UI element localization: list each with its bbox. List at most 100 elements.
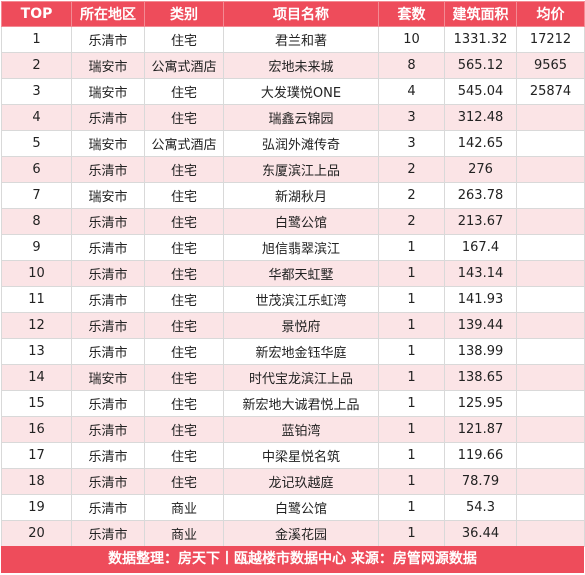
sales-ranking-table: TOP 所在地区 类别 项目名称 套数 建筑面积 均价 1 乐清市 住宅 君兰和著 10…	[1, 1, 585, 547]
table-row: 3 瑞安市 住宅 大发璞悦ONE 4 545.04 25874	[1, 78, 585, 105]
cell-price	[516, 286, 585, 313]
cell-category: 住宅	[144, 312, 224, 339]
header-region: 所在地区	[71, 1, 145, 27]
cell-region: 瑞安市	[71, 52, 145, 79]
cell-area: 119.66	[444, 442, 517, 469]
cell-project: 东厦滨江上品	[223, 156, 379, 183]
cell-category: 公寓式酒店	[144, 130, 224, 157]
cell-rank: 20	[1, 520, 72, 547]
cell-price	[516, 364, 585, 391]
cell-area: 213.67	[444, 208, 517, 235]
cell-category: 住宅	[144, 442, 224, 469]
header-price: 均价	[516, 1, 585, 27]
cell-project: 大发璞悦ONE	[223, 78, 379, 105]
cell-project: 白鹭公馆	[223, 494, 379, 521]
cell-region: 乐清市	[71, 312, 145, 339]
cell-price	[516, 182, 585, 209]
cell-region: 乐清市	[71, 520, 145, 547]
cell-units: 8	[378, 52, 445, 79]
table-row: 20 乐清市 商业 金溪花园 1 36.44	[1, 520, 585, 547]
table-row: 2 瑞安市 公寓式酒店 宏地未来城 8 565.12 9565	[1, 52, 585, 79]
cell-rank: 11	[1, 286, 72, 313]
table-row: 8 乐清市 住宅 白鹭公馆 2 213.67	[1, 208, 585, 235]
cell-area: 121.87	[444, 416, 517, 443]
table-row: 16 乐清市 住宅 蓝铂湾 1 121.87	[1, 416, 585, 443]
header-project: 项目名称	[223, 1, 379, 27]
cell-price: 9565	[516, 52, 585, 79]
cell-rank: 19	[1, 494, 72, 521]
cell-units: 1	[378, 260, 445, 287]
table-row: 1 乐清市 住宅 君兰和著 10 1331.32 17212	[1, 26, 585, 53]
table-row: 13 乐清市 住宅 新宏地金钰华庭 1 138.99	[1, 338, 585, 365]
cell-units: 1	[378, 468, 445, 495]
header-rank: TOP	[1, 1, 72, 27]
cell-project: 蓝铂湾	[223, 416, 379, 443]
cell-rank: 3	[1, 78, 72, 105]
table-row: 19 乐清市 商业 白鹭公馆 1 54.3	[1, 494, 585, 521]
cell-rank: 12	[1, 312, 72, 339]
cell-price	[516, 520, 585, 547]
cell-category: 住宅	[144, 78, 224, 105]
cell-region: 乐清市	[71, 156, 145, 183]
cell-project: 时代宝龙滨江上品	[223, 364, 379, 391]
cell-area: 312.48	[444, 104, 517, 131]
cell-category: 住宅	[144, 104, 224, 131]
cell-area: 276	[444, 156, 517, 183]
cell-area: 1331.32	[444, 26, 517, 53]
cell-region: 瑞安市	[71, 182, 145, 209]
cell-project: 新宏地大诚君悦上品	[223, 390, 379, 417]
cell-project: 新宏地金钰华庭	[223, 338, 379, 365]
cell-rank: 4	[1, 104, 72, 131]
cell-category: 住宅	[144, 156, 224, 183]
cell-category: 住宅	[144, 182, 224, 209]
cell-units: 3	[378, 104, 445, 131]
footer-source-note: 数据整理：房天下丨瓯越楼市数据中心 来源：房管网源数据	[1, 546, 584, 573]
cell-region: 瑞安市	[71, 78, 145, 105]
cell-price	[516, 156, 585, 183]
table-row: 6 乐清市 住宅 东厦滨江上品 2 276	[1, 156, 585, 183]
cell-units: 1	[378, 520, 445, 547]
cell-price: 25874	[516, 78, 585, 105]
cell-project: 新湖秋月	[223, 182, 379, 209]
cell-region: 乐清市	[71, 338, 145, 365]
cell-rank: 13	[1, 338, 72, 365]
cell-area: 78.79	[444, 468, 517, 495]
cell-category: 住宅	[144, 364, 224, 391]
cell-region: 乐清市	[71, 494, 145, 521]
cell-price	[516, 208, 585, 235]
cell-price: 17212	[516, 26, 585, 53]
cell-rank: 16	[1, 416, 72, 443]
cell-area: 142.65	[444, 130, 517, 157]
table-row: 10 乐清市 住宅 华都天虹墅 1 143.14	[1, 260, 585, 287]
cell-project: 宏地未来城	[223, 52, 379, 79]
table-row: 17 乐清市 住宅 中梁星悦名筑 1 119.66	[1, 442, 585, 469]
table-row: 14 瑞安市 住宅 时代宝龙滨江上品 1 138.65	[1, 364, 585, 391]
cell-area: 139.44	[444, 312, 517, 339]
cell-area: 141.93	[444, 286, 517, 313]
cell-category: 住宅	[144, 416, 224, 443]
cell-project: 世茂滨江乐虹湾	[223, 286, 379, 313]
cell-units: 2	[378, 156, 445, 183]
cell-units: 3	[378, 130, 445, 157]
cell-rank: 18	[1, 468, 72, 495]
cell-area: 138.65	[444, 364, 517, 391]
cell-units: 1	[378, 338, 445, 365]
cell-category: 住宅	[144, 286, 224, 313]
cell-rank: 8	[1, 208, 72, 235]
cell-rank: 17	[1, 442, 72, 469]
cell-area: 565.12	[444, 52, 517, 79]
table-body: 1 乐清市 住宅 君兰和著 10 1331.32 17212 2 瑞安市 公寓式酒店 宏地未来城 8 5…	[1, 26, 585, 547]
header-area: 建筑面积	[444, 1, 517, 27]
cell-region: 乐清市	[71, 390, 145, 417]
cell-region: 乐清市	[71, 442, 145, 469]
cell-area: 263.78	[444, 182, 517, 209]
cell-rank: 9	[1, 234, 72, 261]
cell-price	[516, 442, 585, 469]
cell-category: 住宅	[144, 234, 224, 261]
cell-rank: 7	[1, 182, 72, 209]
cell-units: 2	[378, 182, 445, 209]
cell-project: 华都天虹墅	[223, 260, 379, 287]
cell-rank: 15	[1, 390, 72, 417]
header-row: TOP 所在地区 类别 项目名称 套数 建筑面积 均价	[1, 1, 585, 27]
